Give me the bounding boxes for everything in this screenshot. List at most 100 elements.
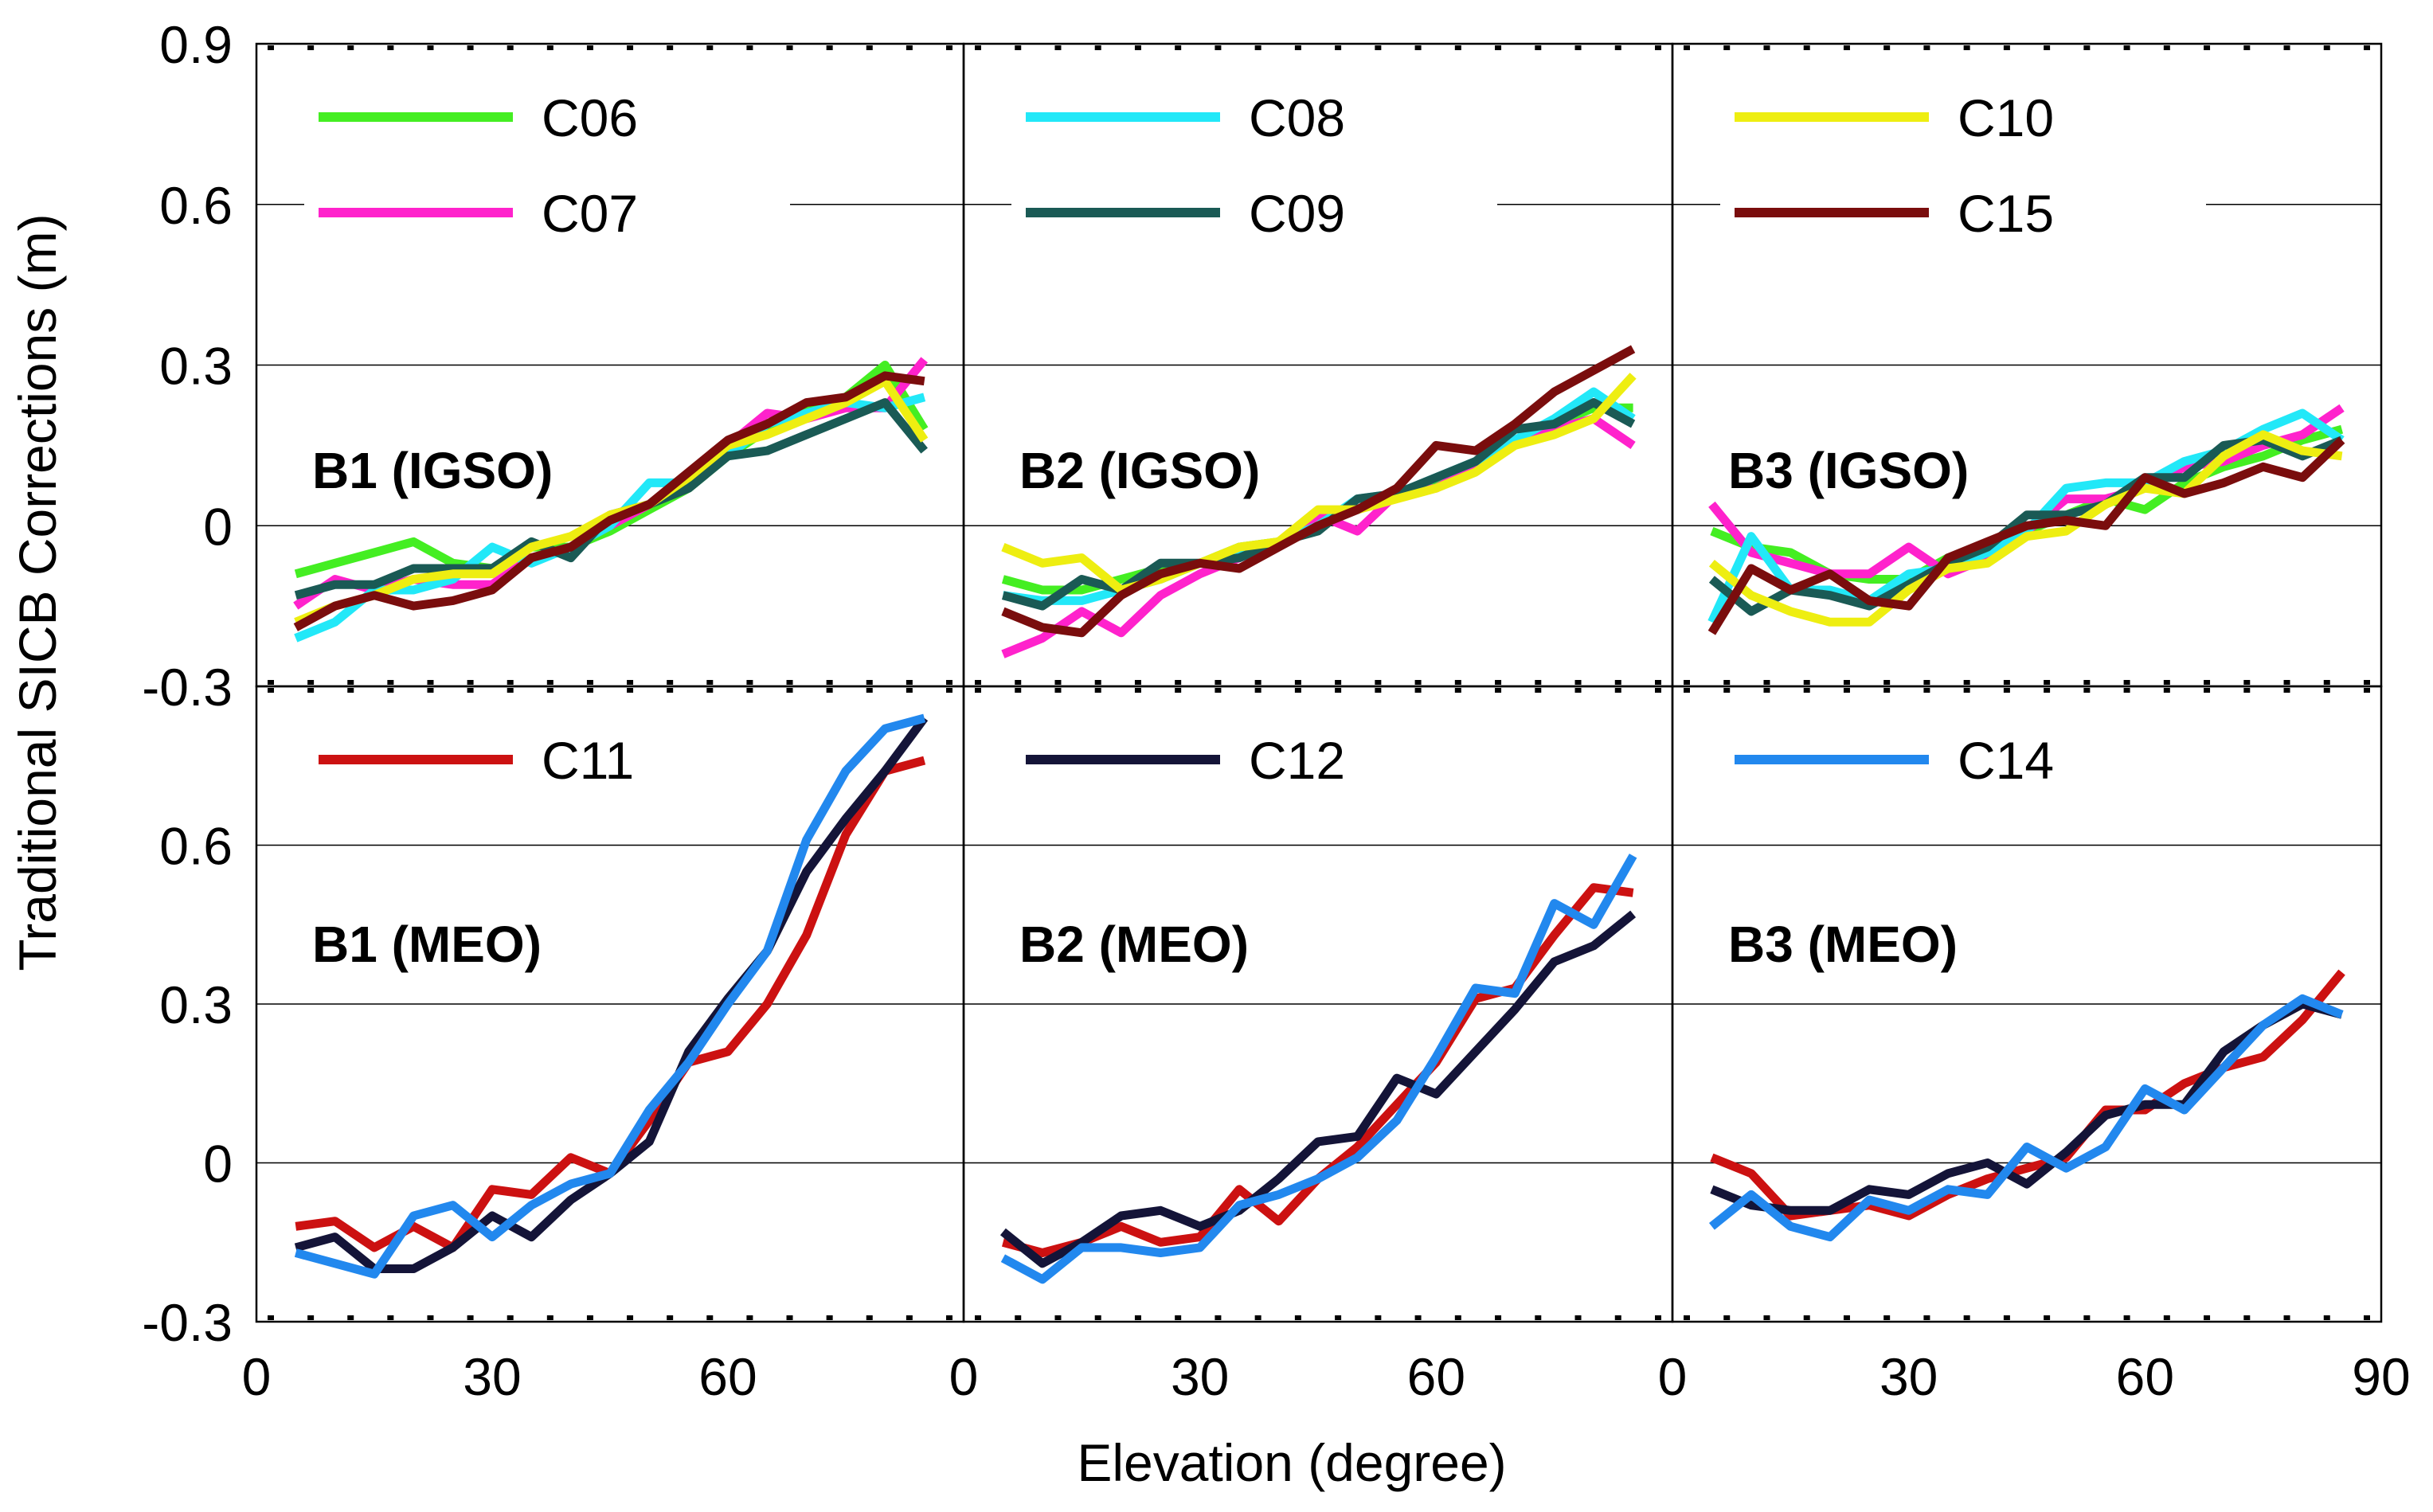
axis-tick-mark [427, 1315, 434, 1320]
axis-tick-mark [1015, 688, 1022, 693]
axis-tick-mark [1614, 1315, 1621, 1320]
legend: C12 [1011, 721, 1497, 806]
axis-tick-mark [1803, 688, 1810, 693]
axis-tick-mark [2083, 45, 2091, 50]
axis-tick-mark [1614, 688, 1621, 693]
panel-b2-igso: C08 C09 B2 (IGSO) [962, 42, 1674, 688]
axis-tick-mark [2003, 680, 2010, 685]
axis-tick-mark [1375, 688, 1382, 693]
axis-tick-mark [2243, 1315, 2251, 1320]
legend: C08 C09 [1011, 79, 1497, 259]
axis-tick-mark [786, 45, 793, 50]
axis-tick-mark [1254, 45, 1261, 50]
axis-tick-mark [1414, 45, 1422, 50]
axis-tick-mark [1094, 680, 1101, 685]
axis-tick-mark [2323, 680, 2330, 685]
panel-b1-igso: C06 C07 B1 (IGSO) [255, 42, 965, 688]
panel-b2-meo: C12 B2 (MEO) [962, 685, 1674, 1323]
axis-tick-mark [1375, 45, 1382, 50]
y-tick-label: 0 [203, 497, 233, 556]
axis-tick-mark [467, 45, 474, 50]
axis-tick-mark [427, 45, 434, 50]
series-line-c10 [1001, 373, 1637, 595]
x-tick-label: 90 [2352, 1347, 2410, 1406]
axis-tick-mark [906, 680, 913, 685]
y-tick-label: 0.3 [159, 337, 233, 396]
axis-tick-mark [1495, 1315, 1502, 1320]
axis-tick-mark [387, 45, 394, 50]
axis-tick-mark [2364, 680, 2370, 685]
panel-title: B2 (MEO) [1019, 916, 1249, 973]
panel-title: B1 (MEO) [312, 916, 542, 973]
axis-tick-mark [706, 45, 714, 50]
legend-label-c11: C11 [542, 731, 634, 790]
panel-b1-meo: C11 B1 (MEO) [255, 685, 965, 1323]
axis-tick-mark [1175, 688, 1182, 693]
legend: C14 [1720, 721, 2206, 806]
axis-tick-mark [706, 680, 714, 685]
axis-tick-mark [1883, 1315, 1891, 1320]
x-tick-label: 60 [1407, 1347, 1465, 1406]
axis-tick-mark [946, 1315, 952, 1320]
y-tick-label: -0.3 [142, 658, 233, 717]
axis-tick-mark [1614, 680, 1621, 685]
axis-tick-mark [1963, 1315, 1970, 1320]
y-axis-title: Traditional SICB Corrections (m) [8, 213, 67, 971]
axis-tick-mark [1134, 680, 1141, 685]
axis-tick-mark [1535, 688, 1542, 693]
axis-tick-mark [507, 688, 514, 693]
axis-tick-mark [2243, 45, 2251, 50]
axis-tick-mark [1963, 688, 1970, 693]
axis-tick-mark [1574, 45, 1582, 50]
axis-tick-mark [627, 1315, 634, 1320]
axis-tick-mark [706, 688, 714, 693]
axis-tick-mark [1054, 45, 1062, 50]
series-line-c09 [1708, 436, 2344, 616]
axis-tick-mark [1215, 1315, 1222, 1320]
x-tick-label: 30 [463, 1347, 521, 1406]
axis-tick-mark [1535, 680, 1542, 685]
axis-tick-mark [627, 688, 634, 693]
series-line-c10 [1708, 430, 2343, 627]
axis-tick-mark [746, 45, 753, 50]
axis-tick-mark [2044, 45, 2051, 50]
series-line-c14 [1708, 994, 2344, 1242]
axis-tick-mark [746, 680, 753, 685]
axis-tick-mark [467, 688, 474, 693]
axis-tick-mark [2083, 1315, 2091, 1320]
axis-tick-mark [1574, 1315, 1582, 1320]
axis-tick-mark [2003, 1315, 2010, 1320]
axis-tick-mark [1763, 45, 1770, 50]
axis-tick-mark [1454, 1315, 1461, 1320]
legend-label-c08: C08 [1249, 88, 1345, 147]
axis-tick-mark [2283, 688, 2290, 693]
axis-tick-mark [627, 45, 634, 50]
axis-tick-mark [1963, 680, 1970, 685]
axis-tick-mark [1335, 688, 1342, 693]
legend-label-c06: C06 [542, 88, 638, 147]
axis-tick-mark [1414, 1315, 1422, 1320]
axis-tick-mark [2204, 680, 2211, 685]
axis-tick-mark [906, 688, 913, 693]
axis-tick-mark [1495, 680, 1502, 685]
axis-tick-mark [2123, 688, 2130, 693]
axis-tick-mark [467, 680, 474, 685]
axis-tick-mark [2083, 688, 2091, 693]
tick-labels: 0 30 60 0 30 60 0 30 60 900.90.60.30-0.30.60.30-0… [142, 15, 2410, 1406]
axis-tick-mark [667, 680, 674, 685]
axis-tick-mark [1054, 680, 1062, 685]
legend-label-c07: C07 [542, 184, 638, 243]
axis-tick-mark [1134, 688, 1141, 693]
panel-title: B1 (IGSO) [312, 442, 553, 499]
axis-tick-mark [975, 1315, 981, 1320]
axis-tick-mark [1843, 1315, 1850, 1320]
x-tick-label: 0 [242, 1347, 272, 1406]
axis-tick-mark [307, 680, 315, 685]
axis-tick-mark [1254, 1315, 1261, 1320]
axis-tick-mark [268, 45, 274, 50]
axis-tick-mark [1335, 1315, 1342, 1320]
axis-tick-mark [1414, 680, 1422, 685]
axis-tick-mark [1843, 45, 1850, 50]
axis-tick-mark [975, 680, 981, 685]
axis-tick-mark [1723, 680, 1731, 685]
